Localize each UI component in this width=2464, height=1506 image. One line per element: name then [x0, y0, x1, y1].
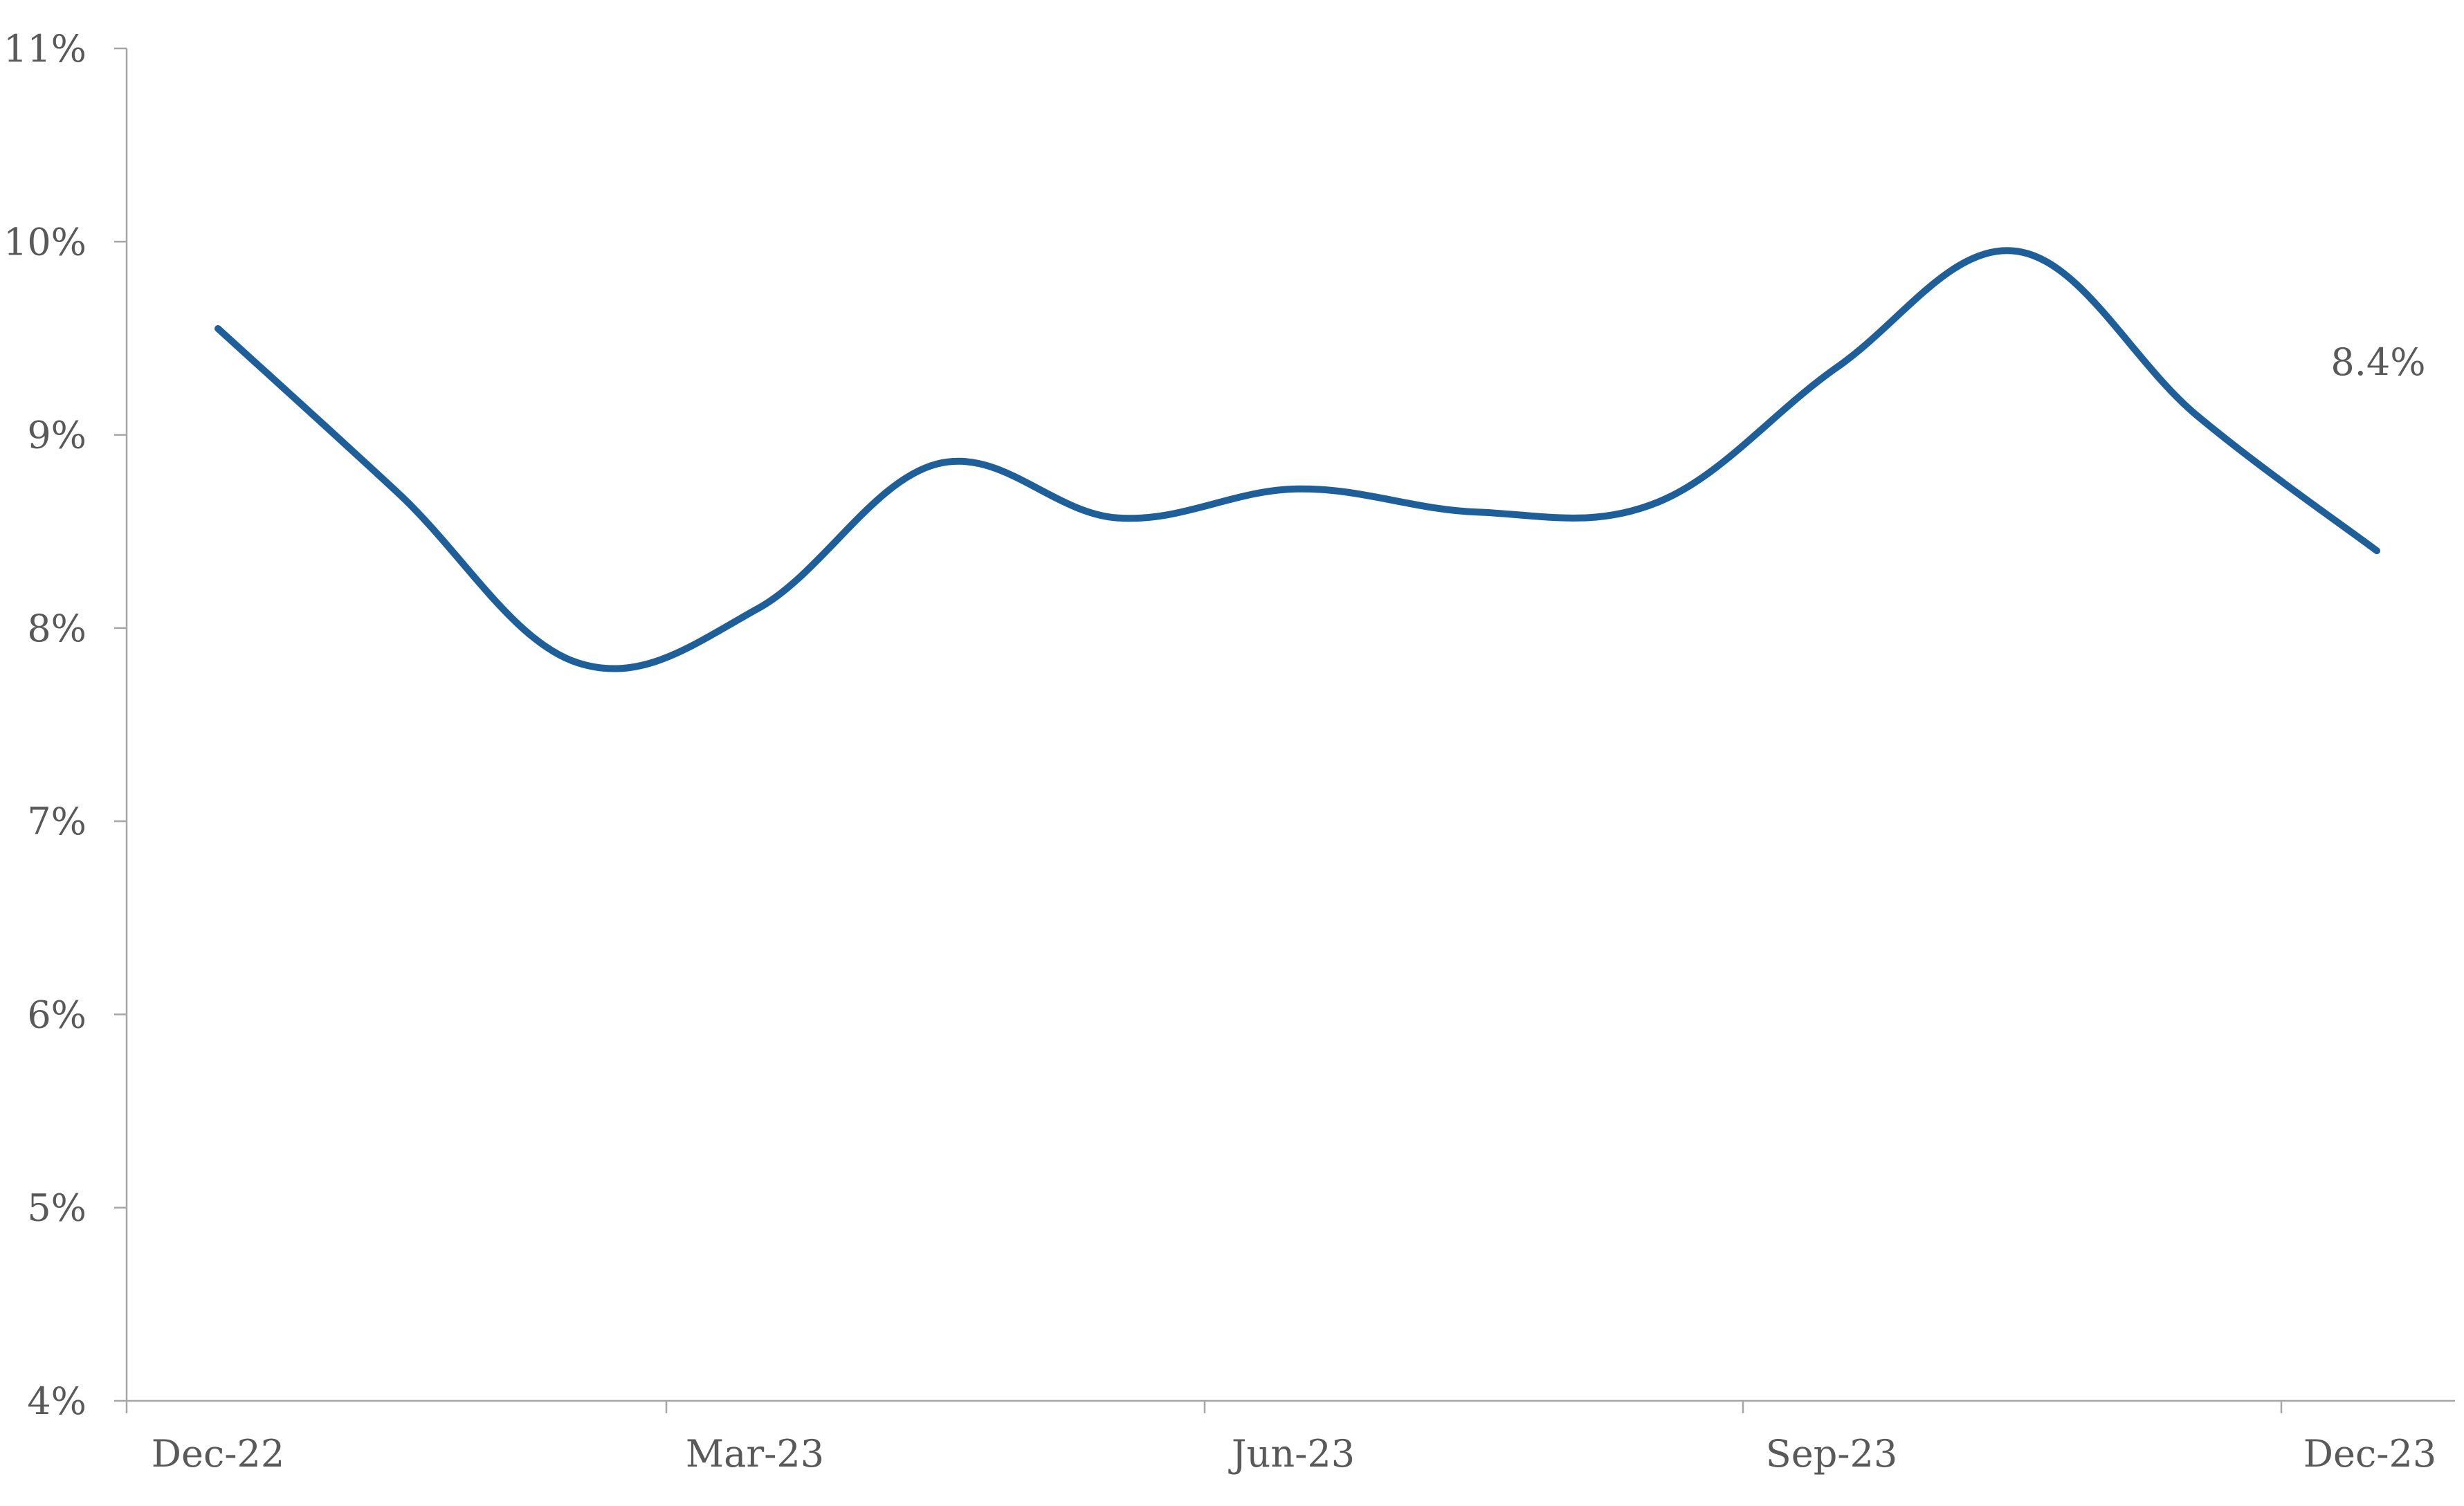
y-tick-label: 9%	[27, 414, 86, 457]
series-layer	[215, 247, 2380, 672]
x-tick-label: Dec-22	[152, 1432, 284, 1476]
y-tick-label: 6%	[27, 993, 86, 1036]
y-tick-label: 4%	[27, 1379, 86, 1423]
x-axis: Dec-22 Mar-23 Jun-23 Sep-23 Dec-23	[125, 1399, 2455, 1476]
y-axis: 4% 5% 6% 7% 8% 9% 10% 11%	[3, 27, 128, 1423]
y-tick-label: 10%	[3, 220, 86, 264]
x-tick-label: Sep-23	[1766, 1432, 1897, 1476]
y-tick-label: 5%	[27, 1186, 86, 1230]
x-tick-label: Mar-23	[686, 1432, 824, 1476]
x-tick-label: Dec-23	[2303, 1432, 2436, 1476]
y-tick-label: 11%	[3, 27, 86, 71]
data-labels: 8.4%	[2330, 340, 2425, 384]
end-value-label: 8.4%	[2330, 340, 2425, 384]
series-line	[215, 247, 2380, 672]
y-tick-label: 7%	[27, 800, 86, 843]
x-tick-label: Jun-23	[1228, 1432, 1355, 1476]
y-tick-label: 8%	[27, 607, 86, 650]
